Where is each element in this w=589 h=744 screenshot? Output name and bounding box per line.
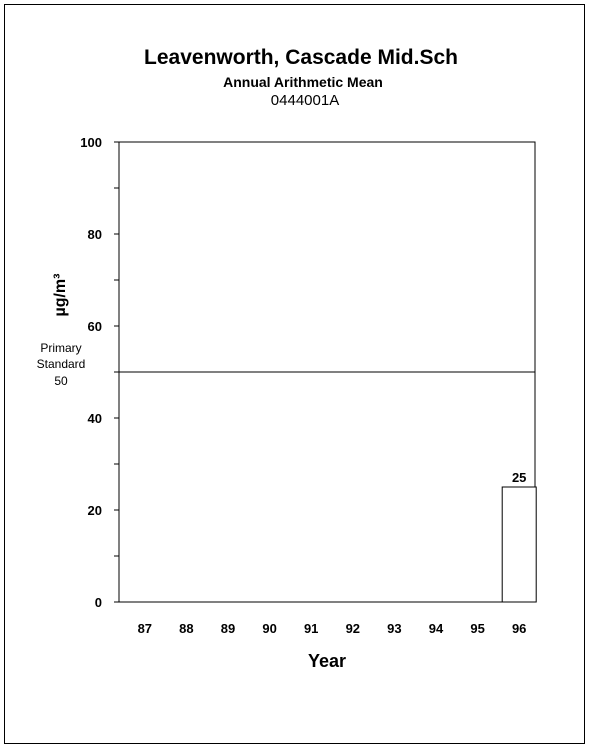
y-tick-label: 100: [80, 135, 102, 150]
x-axis: 87 88 89 90 91 92 93 94 95 96: [138, 621, 527, 636]
x-tick-label: 95: [470, 621, 484, 636]
site-code: 0444001A: [271, 92, 339, 109]
x-tick-label: 94: [429, 621, 444, 636]
primary-standard: Primary Standard 50: [37, 341, 535, 388]
y-tick-label: 0: [95, 595, 102, 610]
y-axis: 0 20 40 60 80 100: [80, 135, 119, 610]
primary-standard-label-value: 50: [54, 374, 68, 388]
bar-data-label: 25: [512, 470, 526, 485]
x-tick-label: 90: [262, 621, 276, 636]
y-axis-label: µg/m³: [52, 274, 69, 317]
x-tick-label: 88: [179, 621, 193, 636]
primary-standard-label-line1: Primary: [40, 341, 81, 355]
y-tick-label: 20: [88, 503, 102, 518]
primary-standard-label-line2: Standard: [37, 357, 86, 371]
chart-subtitle: Annual Arithmetic Mean: [223, 74, 383, 90]
bars: 25: [501, 470, 537, 603]
x-tick-label: 92: [346, 621, 360, 636]
x-tick-label: 96: [512, 621, 526, 636]
bar: [501, 486, 537, 603]
x-tick-label: 89: [221, 621, 235, 636]
y-tick-label: 60: [88, 319, 102, 334]
chart: Leavenworth, Cascade Mid.Sch Annual Arit…: [37, 46, 537, 671]
chart-title: Leavenworth, Cascade Mid.Sch: [144, 46, 458, 69]
y-tick-label: 40: [88, 411, 102, 426]
x-tick-label: 87: [138, 621, 152, 636]
y-tick-label: 80: [88, 227, 102, 242]
chart-frame: [4, 4, 585, 744]
x-axis-label: Year: [308, 651, 346, 671]
x-tick-label: 91: [304, 621, 318, 636]
x-tick-label: 93: [387, 621, 401, 636]
